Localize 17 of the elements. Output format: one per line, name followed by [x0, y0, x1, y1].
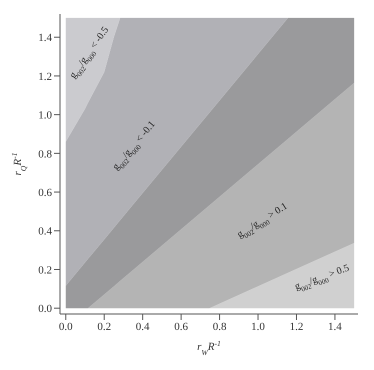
- x-tick-label: 0.0: [58, 320, 74, 333]
- y-tick-label: 1.4: [38, 32, 52, 44]
- y-tick-label: 1.0: [38, 110, 52, 122]
- x-tick-label: 1.2: [290, 320, 304, 333]
- y-tick-label: 0.4: [38, 226, 52, 238]
- x-tick-label: 1.4: [328, 320, 342, 333]
- x-tick-label: 1.0: [251, 320, 266, 333]
- x-tick-label: 0.2: [97, 320, 112, 333]
- y-tick-label: 0.2: [38, 264, 52, 276]
- y-tick-label: 0.8: [38, 148, 52, 160]
- x-tick-label: 0.8: [212, 320, 227, 333]
- x-tick-label: 0.4: [136, 320, 150, 333]
- x-axis-title: r$_{W}$R$^{-1}$: [197, 338, 222, 356]
- y-tick-label: 1.2: [38, 70, 52, 83]
- y-tick-label: 0.0: [38, 303, 52, 316]
- y-tick-label: 0.6: [38, 186, 52, 199]
- x-tick-label: 0.6: [174, 320, 188, 333]
